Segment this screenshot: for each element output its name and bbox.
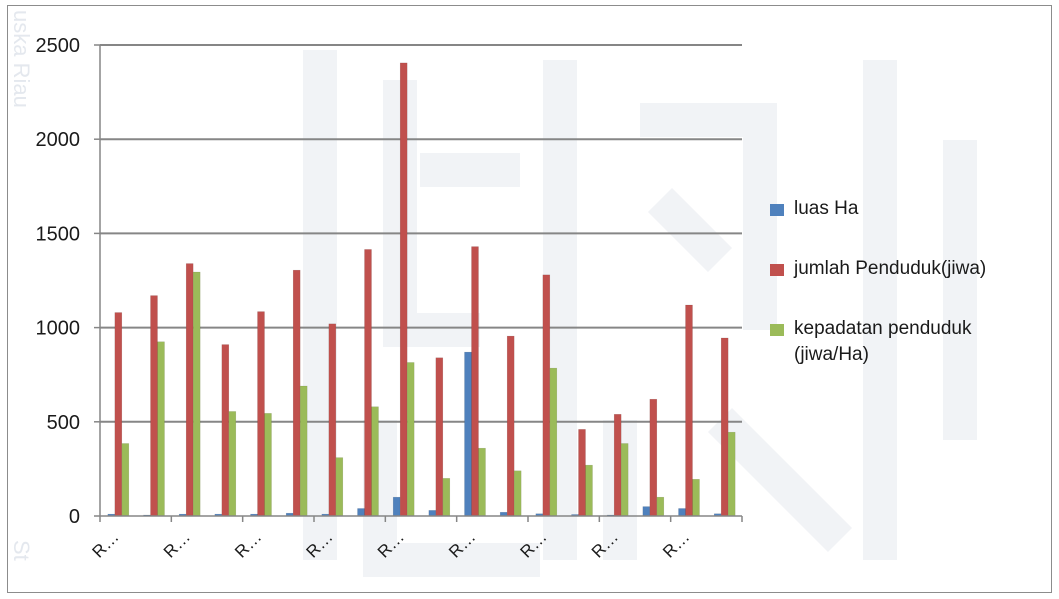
bar [442, 478, 451, 517]
bar [157, 341, 165, 517]
bar [185, 263, 194, 517]
bar [471, 246, 479, 517]
bar [478, 447, 486, 517]
legend-swatch [770, 324, 784, 336]
y-tick-label: 2000 [36, 129, 81, 151]
legend-swatch [770, 264, 784, 276]
bar [221, 344, 230, 517]
x-tick-label: R… [303, 527, 337, 561]
legend-label: luas Ha [794, 198, 859, 219]
x-tick-label: R… [160, 527, 194, 561]
bar [392, 496, 401, 517]
axes [99, 45, 743, 522]
bar [192, 271, 201, 517]
bar [506, 335, 515, 517]
bar [428, 510, 437, 517]
bar [513, 470, 522, 517]
bar [692, 479, 700, 517]
bar [114, 312, 123, 517]
bar [542, 274, 551, 517]
bar [328, 323, 337, 517]
bar [299, 385, 308, 517]
bars [107, 62, 736, 517]
gridlines [94, 44, 742, 517]
x-tick-label: R… [659, 527, 693, 561]
bar [335, 457, 344, 517]
bar [642, 506, 651, 517]
y-tick-label: 500 [47, 412, 80, 434]
bar [399, 62, 408, 517]
bar [678, 508, 686, 517]
bar [435, 357, 444, 517]
x-tick-label: R… [588, 527, 622, 561]
bar [649, 398, 658, 517]
x-tick-label: R… [231, 527, 265, 561]
x-tick-label: R… [374, 527, 408, 561]
y-tick-label: 0 [69, 506, 80, 528]
legend-item: luas Ha [770, 196, 1050, 222]
legend-label: kepadatan penduduk (jiwa/Ha) [794, 318, 972, 365]
bar [685, 304, 693, 517]
legend-label: jumlah Penduduk(jiwa) [794, 258, 987, 279]
bar [371, 406, 379, 517]
bar [406, 362, 415, 517]
bar [613, 414, 622, 517]
bar [150, 295, 158, 517]
bar [720, 337, 729, 517]
y-tick-label: 1500 [36, 223, 81, 245]
bar [656, 496, 665, 517]
y-tick-label: 1000 [36, 318, 81, 340]
bar [578, 429, 586, 517]
bar [121, 443, 130, 517]
x-tick-label: R… [517, 527, 551, 561]
bar [549, 367, 558, 517]
legend-item: kepadatan penduduk (jiwa/Ha) [770, 316, 1050, 368]
x-tick-label: R… [89, 527, 123, 561]
chart-frame [7, 5, 1052, 593]
x-tick-label: R… [445, 527, 479, 561]
bar [228, 411, 237, 517]
bar [620, 443, 629, 517]
bar [357, 508, 365, 517]
legend: luas Ha jumlah Penduduk(jiwa) kepadatan pe… [770, 196, 1050, 402]
x-axis-labels: R… R… R… R… R… R… R… R… R… [89, 527, 694, 561]
bar [264, 413, 272, 517]
bar [464, 351, 472, 517]
bar [364, 249, 372, 517]
bar [585, 464, 593, 517]
bar [257, 311, 265, 517]
legend-swatch [770, 204, 784, 216]
svg-text:uska Riau: uska Riau [9, 10, 34, 108]
legend-item: jumlah Penduduk(jiwa) [770, 256, 1050, 282]
y-axis-labels: 0 500 1000 1500 2000 2500 [36, 35, 81, 528]
svg-text:St: St [9, 540, 34, 561]
y-tick-label: 2500 [36, 35, 81, 57]
bar [727, 431, 736, 517]
bar [292, 269, 301, 517]
